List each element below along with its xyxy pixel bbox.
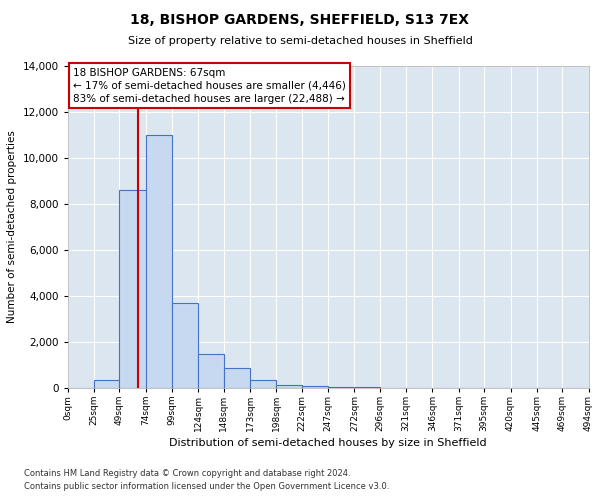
Bar: [146, 135, 172, 388]
Bar: [172, 302, 199, 388]
Text: 18, BISHOP GARDENS, SHEFFIELD, S13 7EX: 18, BISHOP GARDENS, SHEFFIELD, S13 7EX: [131, 12, 470, 26]
Text: Contains public sector information licensed under the Open Government Licence v3: Contains public sector information licen…: [24, 482, 389, 491]
Text: Contains HM Land Registry data © Crown copyright and database right 2024.: Contains HM Land Registry data © Crown c…: [24, 468, 350, 477]
Bar: [199, 354, 224, 388]
Y-axis label: Number of semi-detached properties: Number of semi-detached properties: [7, 130, 17, 324]
Text: Size of property relative to semi-detached houses in Sheffield: Size of property relative to semi-detach…: [128, 36, 472, 46]
X-axis label: Distribution of semi-detached houses by size in Sheffield: Distribution of semi-detached houses by …: [169, 438, 487, 448]
Bar: [119, 190, 146, 388]
Bar: [94, 380, 119, 388]
Bar: [328, 386, 355, 388]
Bar: [302, 386, 328, 388]
Bar: [277, 384, 302, 388]
Bar: [355, 387, 380, 388]
Text: 18 BISHOP GARDENS: 67sqm
← 17% of semi-detached houses are smaller (4,446)
83% o: 18 BISHOP GARDENS: 67sqm ← 17% of semi-d…: [73, 68, 346, 104]
Bar: [250, 380, 277, 388]
Bar: [224, 368, 250, 388]
